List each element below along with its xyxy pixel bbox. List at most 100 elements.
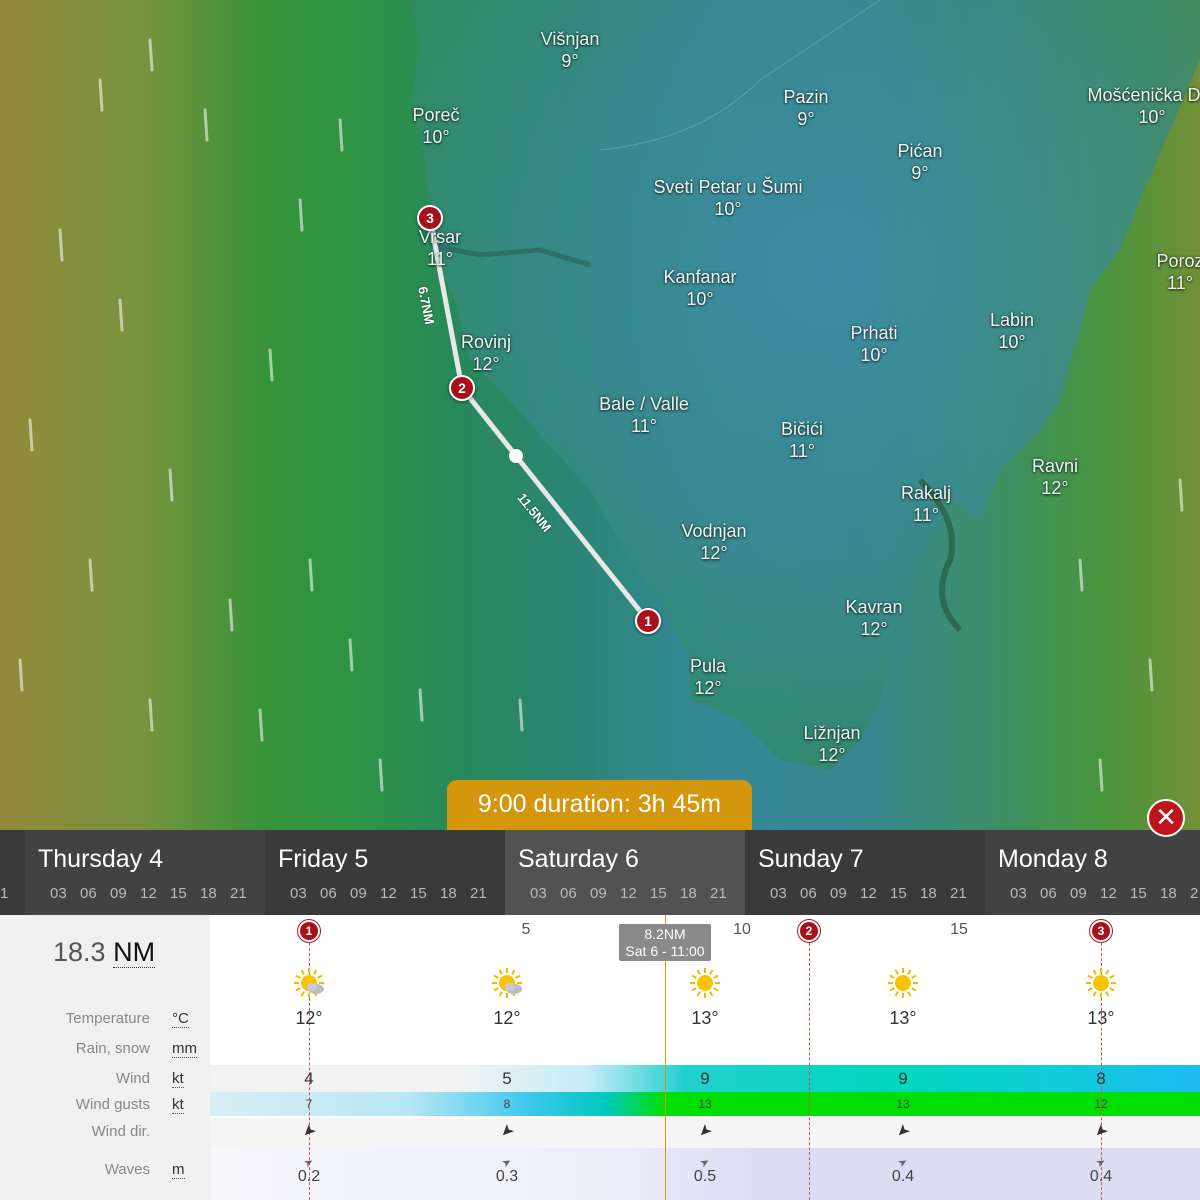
gust-value: 13 <box>698 1097 712 1111</box>
place-label[interactable]: Kavran 12° <box>845 596 902 640</box>
day-name: Thursday 4 <box>38 845 164 873</box>
place-label[interactable]: Poreč 10° <box>412 104 459 148</box>
place-label[interactable]: Kanfanar 10° <box>663 266 736 310</box>
place-temperature: 12° <box>694 678 722 698</box>
day-tab[interactable]: Sunday 7 03 06 09 12 15 18 21 <box>745 830 985 915</box>
waypoint-marker[interactable]: 1 <box>298 920 320 942</box>
place-label[interactable]: Poroz 11° <box>1156 250 1200 294</box>
hour-label[interactable]: 21 <box>950 885 967 902</box>
hour-label[interactable]: 06 <box>320 885 337 902</box>
unit-toggle[interactable]: kt <box>172 1070 184 1088</box>
place-name: Labin <box>989 310 1035 330</box>
wave-height-value: 0.4 <box>891 1168 915 1185</box>
route-duration-badge[interactable]: 9:00 duration: 3h 45m <box>447 780 752 830</box>
hour-label[interactable]: 09 <box>830 885 847 902</box>
hour-label[interactable]: 21 <box>470 885 487 902</box>
route-midpoint-handle[interactable] <box>509 449 523 463</box>
timeline-hour-label: 1 <box>0 885 9 902</box>
hour-label[interactable]: 12 <box>620 885 637 902</box>
distance-unit-toggle[interactable]: NM <box>113 937 156 968</box>
waypoint-marker[interactable]: 2 <box>449 375 475 401</box>
hour-label[interactable]: 15 <box>650 885 667 902</box>
place-label[interactable]: Bičići 11° <box>781 418 823 462</box>
place-label[interactable]: Ližnjan 12° <box>803 722 860 766</box>
unit-toggle[interactable]: mm <box>172 1040 197 1058</box>
hour-label[interactable]: 03 <box>1010 885 1027 902</box>
place-label[interactable]: Pazin 9° <box>783 86 828 130</box>
hour-label[interactable]: 21 <box>230 885 247 902</box>
hour-label[interactable]: 18 <box>200 885 217 902</box>
day-tab[interactable]: Saturday 6 03 06 09 12 15 18 21 <box>505 830 745 915</box>
hour-label[interactable]: 21 <box>710 885 727 902</box>
hour-label[interactable]: 12 <box>1100 885 1117 902</box>
hour-label[interactable]: 18 <box>680 885 697 902</box>
hour-label[interactable]: 12 <box>380 885 397 902</box>
hour-label[interactable]: 06 <box>80 885 97 902</box>
hour-label[interactable]: 06 <box>1040 885 1057 902</box>
row-label: Wind dir. <box>91 1123 150 1140</box>
wave-cell: ➤ 0.4 <box>1090 1155 1112 1186</box>
hour-label[interactable]: 18 <box>440 885 457 902</box>
hour-label[interactable]: 09 <box>110 885 127 902</box>
hour-label[interactable]: 09 <box>1070 885 1087 902</box>
row-label: Wind <box>115 1070 150 1087</box>
hour-label[interactable]: 15 <box>410 885 427 902</box>
hour-label[interactable]: 06 <box>800 885 817 902</box>
day-tab[interactable]: Monday 8 03 06 09 12 15 18 2 <box>985 830 1200 915</box>
hour-label[interactable]: 15 <box>170 885 187 902</box>
distance-tick: 5 <box>521 921 531 938</box>
total-route-distance: 18.3 NM <box>53 937 156 968</box>
place-temperature: 11° <box>1167 273 1193 293</box>
hour-label[interactable]: 12 <box>140 885 157 902</box>
place-name: Mošćenička Dra <box>1087 85 1200 105</box>
place-label[interactable]: Vodnjan 12° <box>681 520 746 564</box>
hour-label[interactable]: 09 <box>350 885 367 902</box>
hour-label[interactable]: 12 <box>860 885 877 902</box>
hour-label[interactable]: 06 <box>560 885 577 902</box>
hour-label[interactable]: 18 <box>1160 885 1177 902</box>
place-label[interactable]: Ravni 12° <box>1032 455 1078 499</box>
hour-label[interactable]: 18 <box>920 885 937 902</box>
hour-label[interactable]: 15 <box>890 885 907 902</box>
place-name: Sveti Petar u Šumi <box>653 177 803 197</box>
waypoint-marker[interactable]: 2 <box>798 920 820 942</box>
hour-label[interactable]: 03 <box>770 885 787 902</box>
place-name: Vrsar <box>418 227 462 247</box>
unit-toggle[interactable]: kt <box>172 1096 184 1114</box>
waypoint-marker[interactable]: 3 <box>1090 920 1112 942</box>
hour-label[interactable]: 15 <box>1130 885 1147 902</box>
hour-label[interactable]: 09 <box>590 885 607 902</box>
hour-label[interactable]: 03 <box>50 885 67 902</box>
place-label[interactable]: Labin 10° <box>990 309 1034 353</box>
place-label[interactable]: Rakalj 11° <box>901 482 951 526</box>
place-name: Rakalj <box>900 483 952 503</box>
wind-dir-band <box>210 1118 1200 1148</box>
day-timeline[interactable]: 1 Thursday 4 03 06 09 12 15 18 21 Friday 5 03 06 09… <box>0 830 1200 915</box>
hour-label[interactable]: 03 <box>530 885 547 902</box>
temperature-value: 13° <box>1087 1008 1115 1028</box>
place-label[interactable]: Bale / Valle 11° <box>599 393 689 437</box>
current-position-line[interactable] <box>665 915 666 1200</box>
place-label[interactable]: Mošćenička Dra10° <box>1087 84 1200 128</box>
place-label[interactable]: Prhati 10° <box>850 322 897 366</box>
unit-toggle[interactable]: m <box>172 1161 185 1179</box>
place-label[interactable]: Pula 12° <box>690 655 726 699</box>
hour-label[interactable]: 03 <box>290 885 307 902</box>
waypoint-marker[interactable]: 1 <box>635 608 661 634</box>
place-temperature: 12° <box>860 619 888 639</box>
place-label[interactable]: Višnjan 9° <box>541 28 600 72</box>
place-label[interactable]: Vrsar 11° <box>419 226 461 270</box>
place-label[interactable]: Rovinj 12° <box>461 331 511 375</box>
distance-tick: 15 <box>950 921 968 938</box>
unit-toggle[interactable]: °C <box>172 1010 189 1028</box>
hour-label[interactable]: 2 <box>1190 885 1199 902</box>
place-temperature: 12° <box>700 543 728 563</box>
wave-cell: ➤ 0.2 <box>298 1155 320 1186</box>
waypoint-marker[interactable]: 3 <box>417 205 443 231</box>
close-icon[interactable]: ✕ <box>1147 799 1185 837</box>
day-tab[interactable]: Thursday 4 03 06 09 12 15 18 21 <box>25 830 265 915</box>
day-tab[interactable]: Friday 5 03 06 09 12 15 18 21 <box>265 830 505 915</box>
place-label[interactable]: Sveti Petar u Šumi 10° <box>653 176 802 220</box>
place-label[interactable]: Pićan 9° <box>897 140 942 184</box>
